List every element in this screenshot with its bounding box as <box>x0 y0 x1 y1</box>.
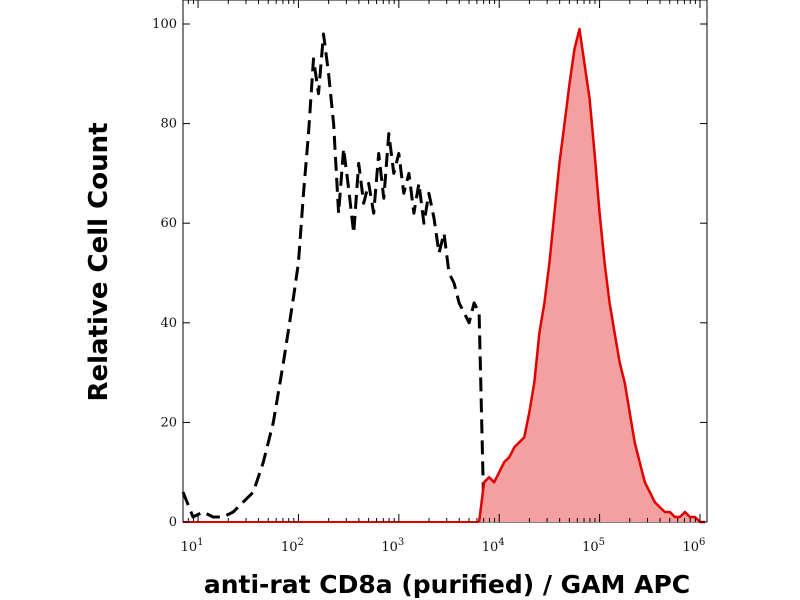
series-1-line <box>477 27 705 524</box>
y-tick-label-40: 40 <box>160 316 177 331</box>
y-tick-label-20: 20 <box>160 415 177 430</box>
y-tick-label-0: 0 <box>169 515 177 530</box>
x-tick-label-3: 103 <box>381 537 404 555</box>
x-tick-label-4: 104 <box>482 537 505 555</box>
y-tick-label-60: 60 <box>160 216 177 231</box>
series-layer <box>181 27 705 524</box>
x-axis-title: anti-rat CD8a (purified) / GAM APC <box>204 570 690 599</box>
y-tick-label-100: 100 <box>152 17 177 32</box>
x-tick-label-6: 106 <box>683 537 706 555</box>
x-axis-ticks: 101 102 103 104 105 106 <box>181 0 706 555</box>
y-axis-title: Relative Cell Count <box>84 122 114 401</box>
y-axis-ticks: 0 20 40 60 80 100 <box>152 17 707 530</box>
x-tick-label-5: 105 <box>582 537 605 555</box>
x-tick-label-2: 102 <box>281 537 304 555</box>
y-tick-label-80: 80 <box>160 117 177 132</box>
series-0-line <box>181 32 486 523</box>
x-tick-label-1: 101 <box>181 537 204 555</box>
series-1-area <box>479 29 705 522</box>
